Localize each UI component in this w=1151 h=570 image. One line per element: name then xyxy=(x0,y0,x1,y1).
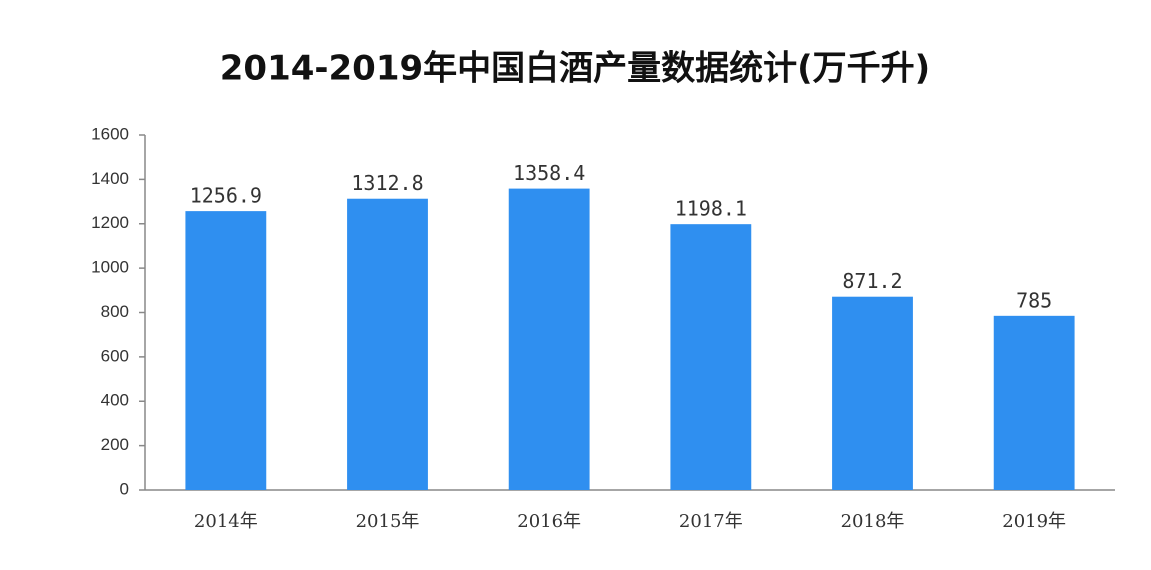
bar xyxy=(993,315,1075,490)
y-tick-label: 1600 xyxy=(91,124,129,143)
y-tick-label: 1000 xyxy=(91,258,129,277)
bar xyxy=(832,296,913,490)
data-label: 871.2 xyxy=(842,269,902,293)
bar xyxy=(670,224,752,490)
data-label: 1358.4 xyxy=(513,161,585,185)
data-label: 785 xyxy=(1016,288,1052,312)
x-tick-label: 2018年 xyxy=(841,511,905,532)
x-tick-label: 2014年 xyxy=(194,511,258,532)
y-tick-label: 200 xyxy=(101,435,129,454)
bar xyxy=(347,198,428,490)
data-label: 1198.1 xyxy=(675,197,747,221)
y-tick-label: 600 xyxy=(101,346,129,365)
x-tick-label: 2016年 xyxy=(517,511,581,532)
x-tick-label: 2015年 xyxy=(356,511,420,532)
data-label: 1312.8 xyxy=(351,171,423,195)
y-tick-label: 800 xyxy=(101,302,129,321)
y-tick-label: 1400 xyxy=(91,169,129,188)
x-tick-label: 2017年 xyxy=(679,511,743,532)
data-label: 1256.9 xyxy=(190,184,262,208)
bar xyxy=(508,188,590,491)
bar xyxy=(185,211,267,490)
y-tick-label: 0 xyxy=(120,479,129,498)
x-tick-label: 2019年 xyxy=(1002,511,1066,532)
chart-title: 2014-2019年中国白酒产量数据统计(万千升) xyxy=(220,49,930,89)
y-tick-label: 1200 xyxy=(91,213,129,232)
y-tick-label: 400 xyxy=(101,391,129,410)
